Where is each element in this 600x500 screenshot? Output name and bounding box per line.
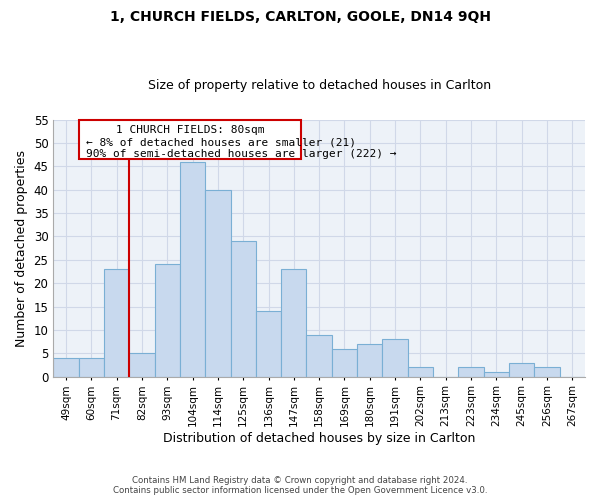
- Y-axis label: Number of detached properties: Number of detached properties: [15, 150, 28, 346]
- Bar: [509, 362, 535, 376]
- Title: Size of property relative to detached houses in Carlton: Size of property relative to detached ho…: [148, 79, 491, 92]
- Bar: [256, 311, 281, 376]
- Text: 90% of semi-detached houses are larger (222) →: 90% of semi-detached houses are larger (…: [86, 150, 397, 160]
- Bar: [79, 358, 104, 376]
- Bar: [484, 372, 509, 376]
- Bar: [53, 358, 79, 376]
- Bar: [535, 368, 560, 376]
- Bar: [155, 264, 180, 376]
- Bar: [307, 334, 332, 376]
- Text: 1 CHURCH FIELDS: 80sqm: 1 CHURCH FIELDS: 80sqm: [116, 125, 264, 135]
- Bar: [104, 269, 129, 376]
- Bar: [180, 162, 205, 376]
- Bar: [205, 190, 230, 376]
- Bar: [382, 340, 408, 376]
- Bar: [332, 348, 357, 376]
- Bar: [79, 120, 301, 160]
- Bar: [129, 354, 155, 376]
- Text: 1, CHURCH FIELDS, CARLTON, GOOLE, DN14 9QH: 1, CHURCH FIELDS, CARLTON, GOOLE, DN14 9…: [110, 10, 491, 24]
- Bar: [230, 241, 256, 376]
- Text: Contains HM Land Registry data © Crown copyright and database right 2024.
Contai: Contains HM Land Registry data © Crown c…: [113, 476, 487, 495]
- X-axis label: Distribution of detached houses by size in Carlton: Distribution of detached houses by size …: [163, 432, 475, 445]
- Bar: [408, 368, 433, 376]
- Bar: [458, 368, 484, 376]
- Bar: [281, 269, 307, 376]
- Bar: [357, 344, 382, 376]
- Text: ← 8% of detached houses are smaller (21): ← 8% of detached houses are smaller (21): [86, 138, 356, 147]
